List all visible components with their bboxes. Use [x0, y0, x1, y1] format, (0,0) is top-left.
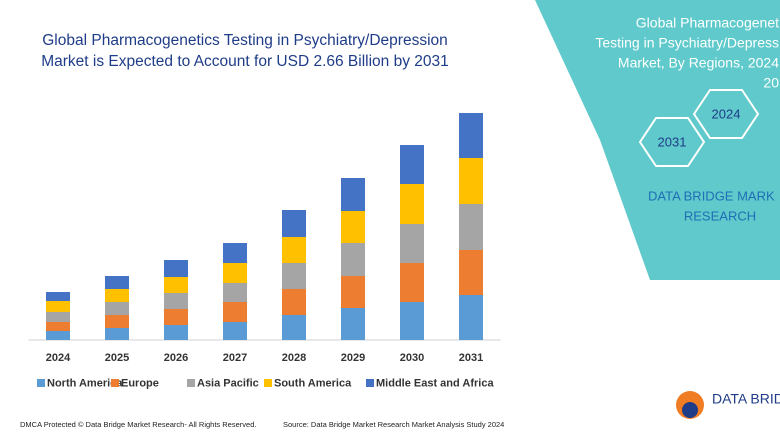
bar-segment: [46, 292, 70, 301]
bar-segment: [164, 293, 188, 309]
legend-swatch: [366, 379, 374, 387]
logo-mark: [682, 402, 698, 418]
legend-swatch: [264, 379, 272, 387]
chart-title: Global Pharmacogenetics Testing in Psych…: [41, 32, 449, 70]
x-tick-label: 2027: [223, 352, 247, 364]
bar-segment: [105, 328, 129, 340]
legend-swatch: [187, 379, 195, 387]
bar-segment: [341, 243, 365, 276]
bar-segment: [400, 224, 424, 263]
bar-segment: [459, 204, 483, 250]
bar-segment: [341, 211, 365, 243]
footer-right: Source: Data Bridge Market Research Mark…: [283, 420, 504, 429]
bar-segment: [223, 283, 247, 302]
bar-segment: [282, 315, 306, 340]
bar-segment: [282, 210, 306, 237]
bar-segment: [105, 289, 129, 302]
x-tick-label: 2029: [341, 352, 365, 364]
bar-segment: [164, 309, 188, 325]
bar-segment: [400, 302, 424, 340]
hexagon-label: 2024: [712, 106, 741, 121]
bar-segment: [400, 263, 424, 302]
bar-segment: [223, 302, 247, 322]
bar-segment: [105, 302, 129, 315]
bar-segment: [459, 250, 483, 295]
bar-segment: [400, 184, 424, 224]
legend-label: South America: [274, 377, 352, 389]
bar-segment: [341, 308, 365, 340]
logo-text: DATA BRIDG: [712, 391, 780, 407]
bar-segment: [164, 260, 188, 277]
hexagon-label: 2031: [658, 134, 687, 149]
bar-segment: [400, 145, 424, 184]
legend-label: Asia Pacific: [197, 377, 259, 389]
bar-segment: [223, 322, 247, 340]
legend-swatch: [111, 379, 119, 387]
bar-segment: [282, 237, 306, 263]
hexagon: [638, 117, 706, 167]
bar-segment: [459, 295, 483, 340]
bar-segment: [164, 325, 188, 340]
bar-segment: [46, 331, 70, 340]
side-panel: [535, 0, 780, 280]
bar-segment: [282, 263, 306, 289]
panel-title: Testing in Psychiatry/Depress: [595, 35, 779, 51]
bar-segment: [459, 158, 483, 204]
bar-segment: [223, 263, 247, 283]
hexagon: [692, 89, 760, 139]
panel-brand: DATA BRIDGE MARK: [648, 188, 775, 203]
bar-segment: [105, 315, 129, 328]
bar-segment: [341, 276, 365, 308]
panel-brand: RESEARCH: [684, 208, 756, 223]
legend-label: Middle East and Africa: [376, 377, 494, 389]
legend-label: North America: [47, 377, 123, 389]
panel-title: Market, By Regions, 2024: [618, 55, 779, 71]
bar-segment: [46, 312, 70, 322]
bar-segment: [341, 178, 365, 211]
bar-segment: [459, 113, 483, 158]
bar-segment: [282, 289, 306, 315]
legend-swatch: [37, 379, 45, 387]
x-tick-label: 2026: [164, 352, 188, 364]
panel-title: 20: [763, 75, 779, 91]
x-tick-label: 2030: [400, 352, 424, 364]
x-tick-label: 2024: [46, 352, 71, 364]
x-tick-label: 2031: [459, 352, 483, 364]
bar-segment: [223, 243, 247, 263]
x-tick-label: 2025: [105, 352, 129, 364]
bar-segment: [164, 277, 188, 293]
bar-segment: [46, 322, 70, 331]
legend-label: Europe: [121, 377, 159, 389]
bar-segment: [46, 301, 70, 312]
x-tick-label: 2028: [282, 352, 306, 364]
bar-segment: [105, 276, 129, 289]
footer-left: DMCA Protected © Data Bridge Market Rese…: [20, 420, 256, 429]
panel-title: Global Pharmacogenet: [636, 15, 779, 31]
